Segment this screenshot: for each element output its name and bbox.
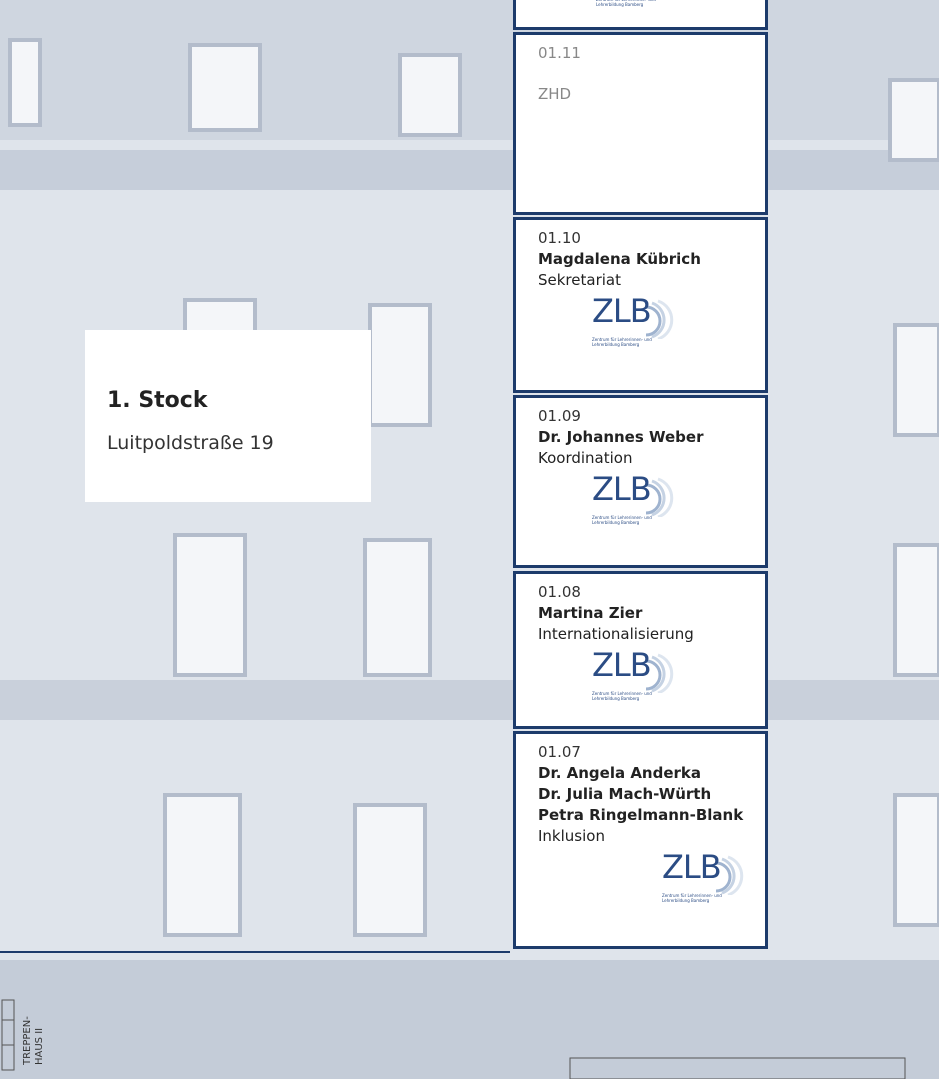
building-background xyxy=(0,0,939,1079)
room-role: Inklusion xyxy=(538,826,761,847)
room-number: 01.09 xyxy=(538,406,761,427)
person-name: Petra Ringelmann-Blank xyxy=(538,805,761,826)
room-number: 01.10 xyxy=(538,228,761,249)
person-name: Dr. Angela Anderka xyxy=(538,763,761,784)
logo-mark: ZLB xyxy=(592,655,651,676)
stairwell-line: HAUS II xyxy=(34,1016,46,1065)
logo-mark: ZLB xyxy=(662,857,721,878)
stairwell-line: TREPPEN- xyxy=(22,1016,34,1065)
page: 1. Stock Luitpoldstraße 19 TREPPEN- HAUS… xyxy=(0,0,939,1079)
logo-caption-line: Lehrerbildung Bamberg xyxy=(662,898,722,903)
room-number: 01.08 xyxy=(538,582,761,603)
person-name: Dr. Johannes Weber xyxy=(538,427,761,448)
room-label: ZHD xyxy=(538,84,761,105)
logo-caption-line: Lehrerbildung Bamberg xyxy=(592,342,652,347)
room-role: Koordination xyxy=(538,448,761,469)
person-name: Magdalena Kübrich xyxy=(538,249,761,270)
floor-info: 1. Stock Luitpoldstraße 19 xyxy=(85,330,371,502)
room-box: 01.11 ZHD xyxy=(513,32,768,215)
floor-address: Luitpoldstraße 19 xyxy=(107,432,274,454)
logo-caption: Zentrum für Lehrerinnen- undLehrerbildun… xyxy=(596,0,656,7)
room-role: Internationalisierung xyxy=(538,624,761,645)
logo-mark: ZLB xyxy=(592,479,651,500)
person-name: Dr. Julia Mach-Würth xyxy=(538,784,761,805)
logo-caption-line: Lehrerbildung Bamberg xyxy=(596,2,656,7)
person-name: Martina Zier xyxy=(538,603,761,624)
room-number: 01.11 xyxy=(538,43,761,64)
logo-mark: ZLB xyxy=(592,301,651,322)
floor-title: 1. Stock xyxy=(107,388,207,413)
room-role: Sekretariat xyxy=(538,270,761,291)
logo-caption-line: Lehrerbildung Bamberg xyxy=(592,696,652,701)
logo-caption-line: Lehrerbildung Bamberg xyxy=(592,520,652,525)
stairwell-label: TREPPEN- HAUS II xyxy=(22,1016,46,1065)
room-box: Zentrum für Lehrerinnen- undLehrerbildun… xyxy=(513,0,768,30)
room-number: 01.07 xyxy=(538,742,761,763)
